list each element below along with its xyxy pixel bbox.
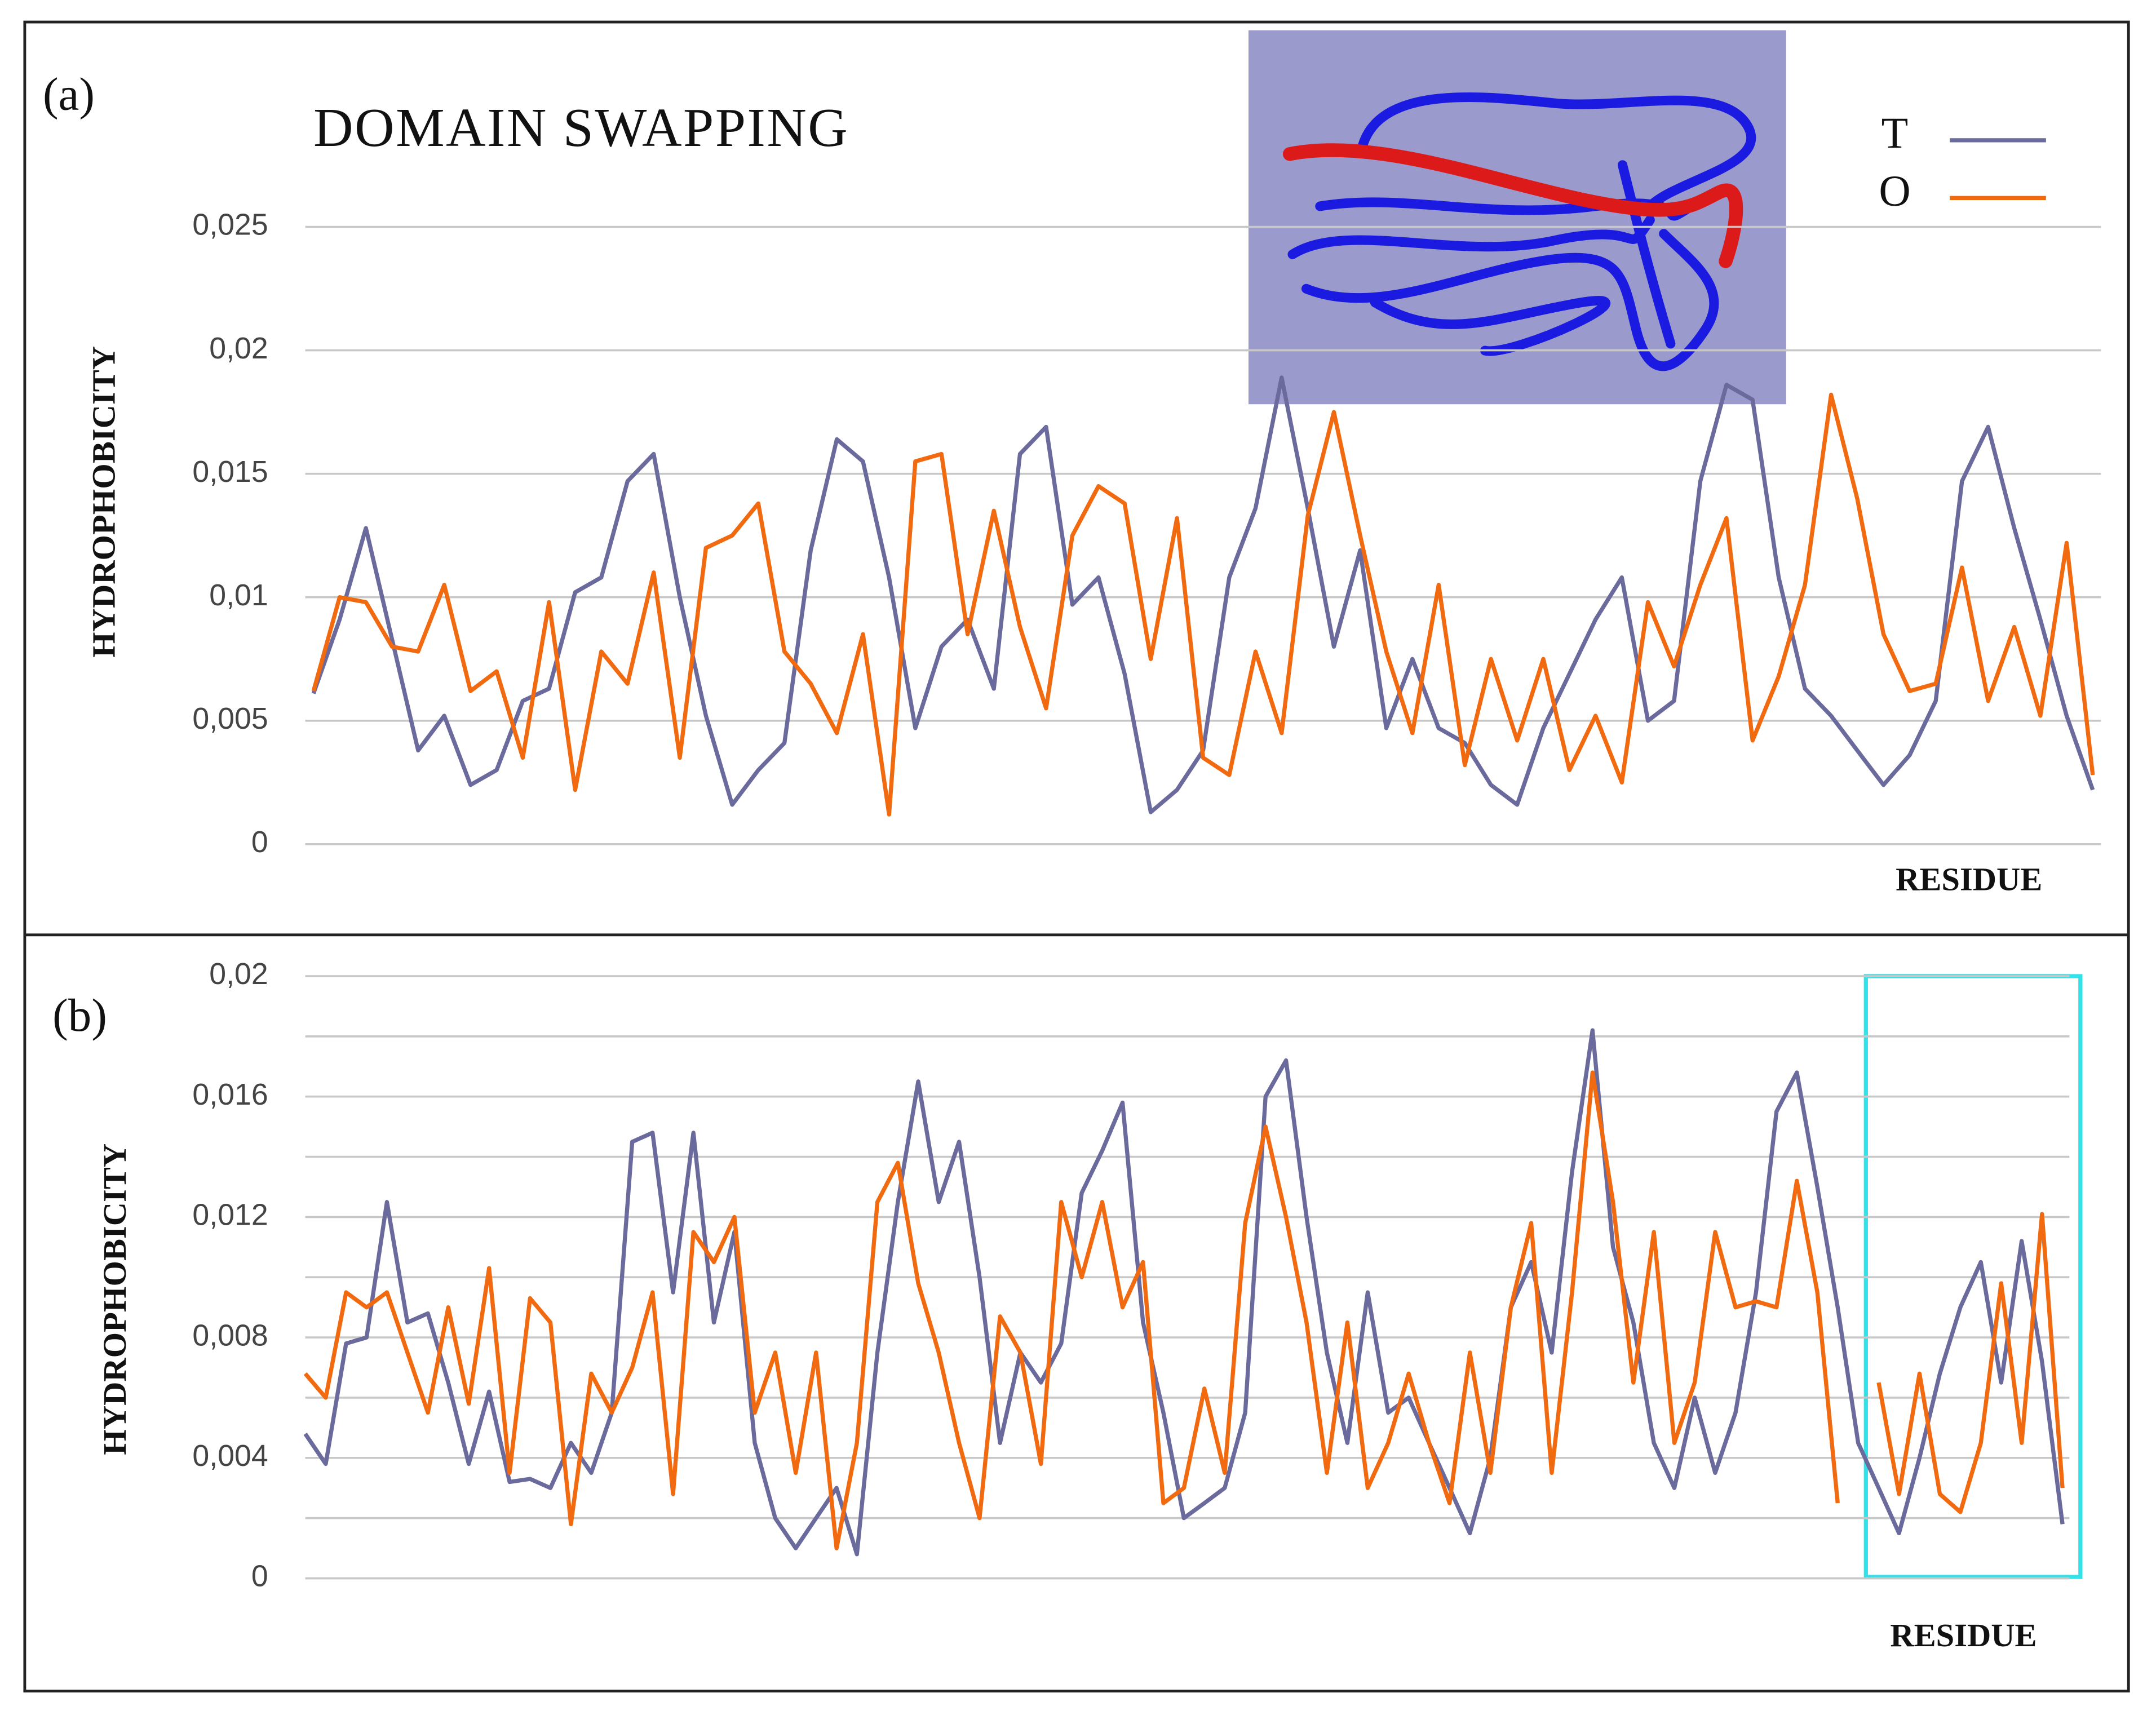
- y-tick-label: 0,012: [192, 1198, 268, 1232]
- y-tick-label: 0,01: [209, 578, 268, 612]
- y-axis-label: HYDROPHOBICITY: [96, 1144, 133, 1455]
- panel-label: (b): [52, 989, 107, 1041]
- y-tick-label: 0,008: [192, 1318, 268, 1352]
- protein-inset: [1248, 30, 1786, 405]
- chart-title: DOMAIN SWAPPING: [313, 98, 849, 158]
- series-line: [303, 1070, 2065, 1550]
- y-tick-label: 0: [251, 825, 268, 859]
- y-tick-label: 0,005: [192, 702, 268, 735]
- x-axis-label: RESIDUE: [1890, 1617, 2037, 1654]
- legend-label: O: [1879, 166, 1910, 215]
- y-tick-label: 0,015: [192, 455, 268, 489]
- series-line: [303, 1028, 2065, 1557]
- y-tick-label: 0,004: [192, 1439, 268, 1473]
- frame: [23, 20, 2130, 1692]
- legend-label: T: [1881, 108, 1909, 157]
- y-axis-label: HYDROPHOBICITY: [86, 346, 122, 658]
- y-tick-label: 0: [251, 1559, 268, 1593]
- y-tick-label: 0,02: [209, 331, 268, 365]
- y-tick-label: 0,02: [209, 957, 268, 991]
- y-tick-label: 0,016: [192, 1078, 268, 1111]
- x-axis-label: RESIDUE: [1896, 861, 2042, 898]
- series-line: [311, 392, 2095, 817]
- panel-label: (a): [43, 68, 95, 120]
- y-tick-label: 0,025: [192, 208, 268, 242]
- swapped-strand: [1282, 143, 1743, 268]
